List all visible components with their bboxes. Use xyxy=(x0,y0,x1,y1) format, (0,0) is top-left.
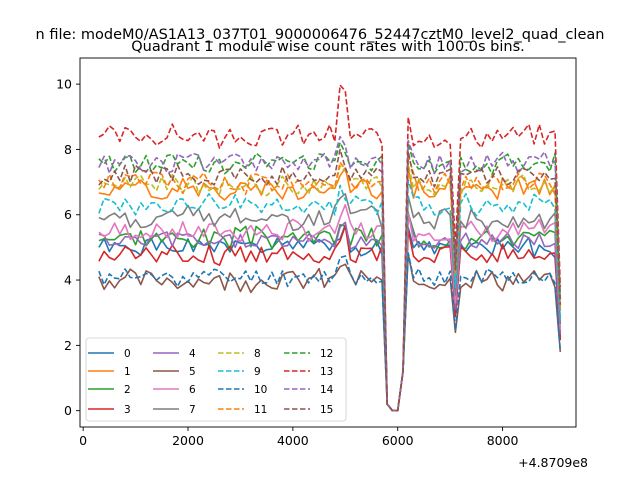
legend-label-15: 15 xyxy=(320,404,333,416)
legend-label-1: 1 xyxy=(124,366,131,378)
series-line-8 xyxy=(98,162,562,412)
figure-suptitle: n file: modeM0/AS1A13_037T01_9000006476_… xyxy=(36,27,605,43)
x-axis: 0 2000 4000 6000 8000 xyxy=(79,427,519,448)
y-axis: 0 2 4 6 8 10 xyxy=(56,77,80,418)
legend-label-2: 2 xyxy=(124,384,131,396)
legend-label-5: 5 xyxy=(189,366,196,378)
legend-label-12: 12 xyxy=(320,348,333,360)
y-tick-label: 10 xyxy=(56,77,72,92)
series-line-15 xyxy=(98,148,562,412)
legend-label-0: 0 xyxy=(124,348,131,360)
legend-label-7: 7 xyxy=(189,404,196,416)
x-tick-label: 0 xyxy=(79,433,87,448)
axes-frame xyxy=(79,57,577,428)
legend-label-4: 4 xyxy=(189,348,196,360)
legend-label-8: 8 xyxy=(254,348,261,360)
x-offset-label: +4.8709e8 xyxy=(518,455,588,470)
x-tick-label: 4000 xyxy=(277,433,309,448)
y-tick-label: 4 xyxy=(64,273,72,288)
series-line-14 xyxy=(98,135,562,412)
y-tick-label: 8 xyxy=(64,142,72,157)
x-tick-label: 8000 xyxy=(487,433,519,448)
x-tick-label: 2000 xyxy=(172,433,204,448)
series-line-9 xyxy=(98,179,562,412)
y-tick-label: 6 xyxy=(64,207,72,222)
legend-label-14: 14 xyxy=(320,384,334,396)
series-line-3 xyxy=(98,225,562,412)
legend-label-11: 11 xyxy=(254,404,267,416)
x-tick-label: 6000 xyxy=(382,433,414,448)
series-line-10 xyxy=(98,252,562,412)
legend-label-6: 6 xyxy=(189,384,196,396)
series-line-7 xyxy=(98,193,562,412)
series-line-6 xyxy=(98,203,562,412)
series-line-5 xyxy=(98,252,562,412)
legend-box xyxy=(85,337,347,422)
legend-label-10: 10 xyxy=(254,384,267,396)
y-tick-label: 0 xyxy=(64,403,72,418)
legend-label-13: 13 xyxy=(320,366,333,378)
series-line-1 xyxy=(98,165,562,412)
chart-title: Quadrant 1 module wise count rates with … xyxy=(131,39,525,55)
series-line-4 xyxy=(98,213,562,412)
legend-label-3: 3 xyxy=(124,404,131,416)
plot-area xyxy=(98,84,562,412)
series-line-11 xyxy=(98,154,562,412)
legend-label-9: 9 xyxy=(254,366,261,378)
y-tick-label: 2 xyxy=(64,338,72,353)
series-line-13 xyxy=(98,84,562,412)
